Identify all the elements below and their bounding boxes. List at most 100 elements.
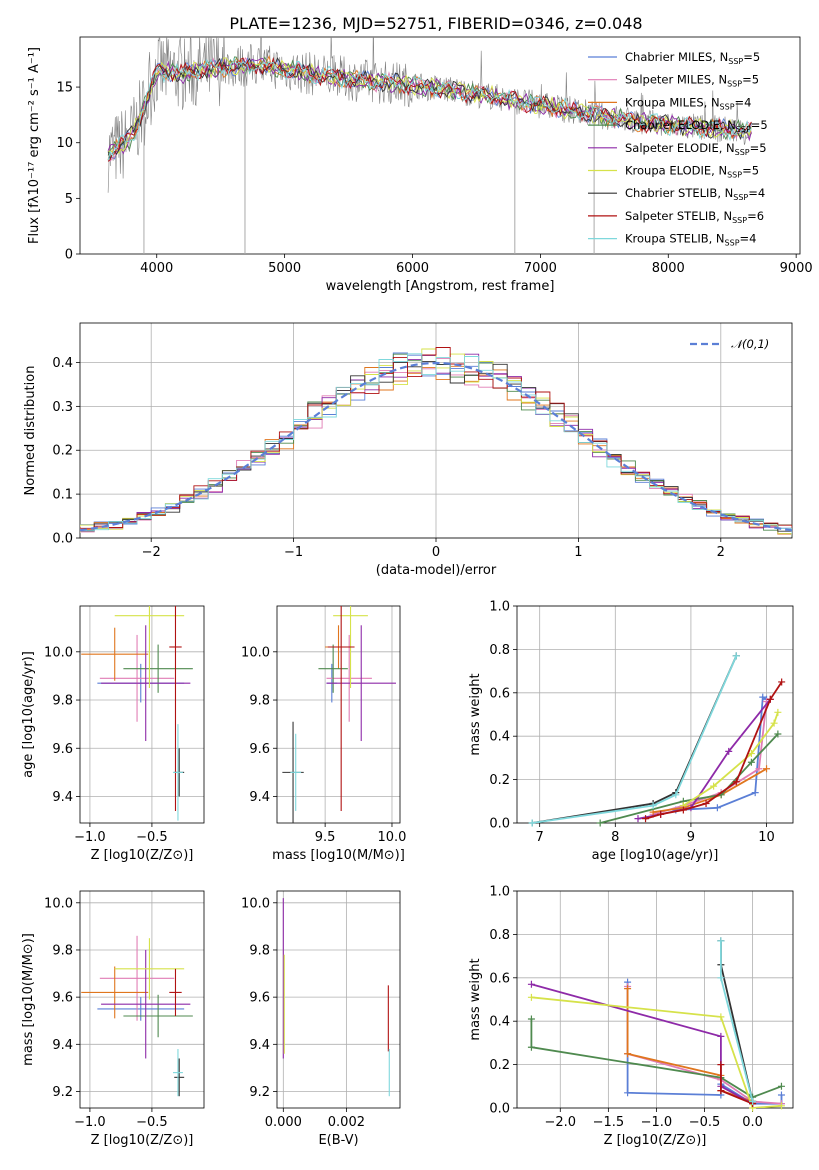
y-tick-label: 9.6: [52, 742, 73, 757]
y-tick-label: 5: [65, 192, 73, 207]
mass-weight-vs-age-panel: 7 8 9 10 0.0 0.2 0.4 0.6 0.8 1.0 age [log10(age/yr…: [468, 600, 794, 863]
spectrum-panel: 4000 5000 6000 7000 8000 9000 0 5 10 15 wavelength…: [27, 36, 813, 294]
y-tick-label: 10.0: [241, 896, 270, 911]
age-vs-mass-panel: 9.5 10.0 9.4 9.6 9.8 10.0 mass [log10(M/M⊙)]: [241, 605, 407, 863]
y-axis-label: age [log10(age/yr)]: [21, 651, 36, 778]
mass-weight-point: [528, 819, 536, 827]
mass-weight-line: [531, 996, 782, 1108]
x-tick-label: −1: [284, 545, 303, 560]
y-tick-label: 9.8: [52, 694, 73, 709]
x-tick-label: 7000: [524, 261, 557, 276]
mass-weight-point: [679, 806, 687, 814]
mass-weight-point: [755, 765, 763, 773]
y-tick-label: 0.6: [489, 971, 510, 986]
y-tick-label: 0.0: [52, 532, 73, 547]
mass-weight-point: [777, 1102, 785, 1110]
x-axis-label: E(B-V): [318, 1133, 358, 1148]
x-tick-label: −1.0: [74, 830, 106, 845]
mass-weight-point: [717, 937, 725, 945]
mass-weight-point: [732, 652, 740, 660]
axes-frame: [79, 322, 793, 539]
x-axis-label: wavelength [Angstrom, rest frame]: [326, 279, 555, 294]
legend-label: 𝒩(0,1): [731, 337, 769, 351]
x-tick-label: 0.0: [742, 1115, 763, 1130]
y-tick-label: 9.8: [52, 943, 73, 958]
mass-weight-point: [710, 782, 718, 790]
y-tick-label: 9.4: [249, 1038, 270, 1053]
y-axis-label: mass weight: [468, 958, 483, 1040]
x-tick-label: 0.000: [265, 1115, 302, 1130]
mass-weight-point: [702, 799, 710, 807]
mass-vs-metallicity-panel: −1.0 −0.5 9.2 9.4 9.6 9.8 10.0 Z [log10(Z/Z⊙)] m…: [21, 890, 205, 1148]
mass-weight-point: [672, 791, 680, 799]
y-tick-label: 9.2: [52, 1085, 73, 1100]
x-tick-label: 9000: [780, 261, 813, 276]
mass-weight-point: [717, 1032, 725, 1040]
x-tick-label: −2: [142, 545, 161, 560]
x-axis-label: Z [log10(Z/Z⊙)]: [91, 848, 194, 863]
y-axis-label: mass [log10(M/M⊙)]: [21, 933, 36, 1066]
mass-weight-point: [717, 1013, 725, 1021]
mass-weight-point: [747, 758, 755, 766]
y-tick-label: 10: [56, 136, 73, 151]
x-tick-label: −0.5: [689, 1115, 721, 1130]
mass-weight-point: [624, 985, 632, 993]
y-axis-label: Flux [fλ10⁻¹⁷ erg cm⁻² s⁻¹ A⁻¹]: [27, 47, 42, 244]
x-tick-label: −1.0: [74, 1115, 106, 1130]
y-tick-label: 0.8: [489, 643, 510, 658]
mass-weight-point: [634, 815, 642, 823]
mass-weight-point: [527, 993, 535, 1001]
y-tick-label: 15: [56, 81, 73, 96]
axes-frame: [516, 890, 794, 1109]
y-tick-label: 9.8: [249, 943, 270, 958]
mass-vs-ebv-panel: 0.000 0.002 9.2 9.4 9.6 9.8 10.0 E(B-V): [241, 890, 401, 1148]
y-axis-label: mass weight: [468, 673, 483, 755]
y-tick-label: 0: [65, 248, 73, 263]
mass-weight-point: [770, 719, 778, 727]
axes-frame: [516, 605, 794, 824]
mass-weight-point: [527, 1015, 535, 1023]
y-tick-label: 0.2: [489, 1058, 510, 1073]
mass-weight-point: [725, 747, 733, 755]
residual-histogram: [80, 353, 792, 535]
y-tick-label: 0.4: [52, 356, 73, 371]
mass-weight-point: [777, 1091, 785, 1099]
mass-weight-point: [717, 1061, 725, 1069]
legend-label: Chabrier ELODIE, NSSP=5: [625, 118, 768, 134]
y-tick-label: 0.2: [52, 444, 73, 459]
mass-weight-point: [774, 730, 782, 738]
mass-weight-point: [624, 1050, 632, 1058]
mass-weight-line: [531, 655, 738, 823]
mass-weight-point: [732, 778, 740, 786]
legend-label: Chabrier MILES, NSSP=5: [625, 50, 760, 66]
normal-curve: [80, 361, 792, 532]
x-tick-label: 8: [611, 830, 619, 845]
y-tick-label: 10.0: [44, 896, 73, 911]
mass-weight-point: [527, 1043, 535, 1051]
x-axis-label: age [log10(age/yr)]: [592, 848, 719, 863]
x-axis-label: Z [log10(Z/Z⊙)]: [604, 1133, 707, 1148]
x-tick-label: 7: [536, 830, 544, 845]
y-tick-label: 0.8: [489, 928, 510, 943]
model-spectrum: [107, 57, 752, 155]
y-tick-label: 0.6: [489, 686, 510, 701]
mass-weight-point: [777, 1082, 785, 1090]
legend-label: Salpeter MILES, NSSP=5: [625, 73, 759, 89]
y-tick-label: 10.0: [241, 645, 270, 660]
mass-weight-point: [624, 1089, 632, 1097]
x-tick-label: 2: [717, 545, 725, 560]
mass-weight-vs-metallicity-panel: −2.0 −1.5 −1.0 −0.5 0.0 0.0 0.2 0.4 0.6 0.8 1.0 Z […: [468, 885, 794, 1148]
axes-frame: [79, 890, 205, 1109]
mass-weight-point: [527, 980, 535, 988]
mass-weight-line: [652, 768, 767, 813]
x-tick-label: 10: [758, 830, 775, 845]
x-tick-label: −1.0: [641, 1115, 673, 1130]
mass-weight-point: [642, 815, 650, 823]
x-tick-label: −1.5: [593, 1115, 625, 1130]
residuals-panel: −2 −1 0 1 2 0.0 0.1 0.2 0.3 0.4 (data-model)/error…: [23, 322, 793, 578]
x-tick-label: 10.0: [378, 830, 407, 845]
y-tick-label: 0.4: [489, 1015, 510, 1030]
y-tick-label: 10.0: [44, 645, 73, 660]
mass-weight-point: [649, 802, 657, 810]
